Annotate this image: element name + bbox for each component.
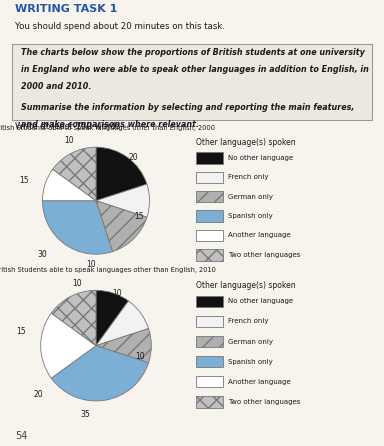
Text: 35: 35	[80, 410, 90, 419]
Bar	[196, 211, 223, 222]
Text: No other language: No other language	[228, 298, 294, 305]
Text: Spanish only: Spanish only	[228, 359, 273, 364]
Text: 10: 10	[86, 260, 96, 269]
Text: 54: 54	[15, 431, 28, 441]
Text: 15: 15	[19, 176, 28, 185]
Bar	[196, 355, 223, 368]
Text: German only: German only	[228, 194, 273, 200]
Text: in England who were able to speak other languages in addition to English, in: in England who were able to speak other …	[21, 65, 369, 74]
Wedge shape	[96, 201, 147, 252]
Text: No other language: No other language	[228, 155, 294, 161]
Text: You should spend about 20 minutes on this task.: You should spend about 20 minutes on thi…	[15, 22, 225, 31]
Bar	[196, 249, 223, 260]
Bar	[196, 296, 223, 307]
Text: 20: 20	[33, 389, 43, 399]
Text: The charts below show the proportions of British students at one university: The charts below show the proportions of…	[21, 49, 365, 58]
Bar	[196, 172, 223, 183]
Wedge shape	[53, 147, 96, 201]
Text: 30: 30	[38, 250, 47, 259]
Bar	[196, 191, 223, 202]
Text: French only: French only	[228, 318, 269, 324]
Bar	[196, 396, 223, 408]
Bar	[196, 316, 223, 327]
Wedge shape	[43, 169, 96, 201]
Text: Spanish only: Spanish only	[228, 213, 273, 219]
Text: French only: French only	[228, 174, 269, 180]
Wedge shape	[43, 201, 113, 254]
Text: 10: 10	[112, 289, 122, 297]
Bar	[196, 230, 223, 241]
Title: % of British Students able to speak languages other than English, 2010: % of British Students able to speak lang…	[0, 267, 215, 273]
Wedge shape	[96, 301, 149, 346]
Text: 10: 10	[136, 352, 145, 361]
Text: Two other languages: Two other languages	[228, 399, 301, 405]
Text: 2000 and 2010.: 2000 and 2010.	[21, 82, 91, 91]
Bar	[196, 152, 223, 164]
Wedge shape	[96, 147, 147, 201]
Text: Another language: Another language	[228, 232, 291, 239]
Text: 10: 10	[72, 279, 81, 288]
Text: German only: German only	[228, 339, 273, 344]
Text: 15: 15	[134, 212, 144, 221]
Text: 10: 10	[65, 136, 74, 145]
Text: WRITING TASK 1: WRITING TASK 1	[15, 4, 118, 14]
Bar	[196, 336, 223, 347]
Wedge shape	[51, 290, 96, 346]
Text: 15: 15	[17, 327, 26, 336]
Wedge shape	[41, 313, 96, 378]
Title: % of British Students able to speak languages other than English, 2000: % of British Students able to speak lang…	[0, 124, 215, 131]
Bar	[196, 376, 223, 388]
Text: Other language(s) spoken: Other language(s) spoken	[196, 138, 295, 147]
Text: Other language(s) spoken: Other language(s) spoken	[196, 281, 295, 289]
Text: and make comparisons where relevant.: and make comparisons where relevant.	[21, 120, 199, 128]
FancyBboxPatch shape	[12, 44, 372, 120]
Text: Write at least 150 words.: Write at least 150 words.	[15, 122, 123, 131]
Wedge shape	[96, 184, 149, 217]
Wedge shape	[96, 329, 151, 363]
Wedge shape	[96, 290, 129, 346]
Text: Summarise the information by selecting and reporting the main features,: Summarise the information by selecting a…	[21, 103, 354, 112]
Text: Two other languages: Two other languages	[228, 252, 301, 258]
Text: Another language: Another language	[228, 379, 291, 384]
Wedge shape	[51, 346, 149, 401]
Text: 20: 20	[129, 153, 138, 162]
